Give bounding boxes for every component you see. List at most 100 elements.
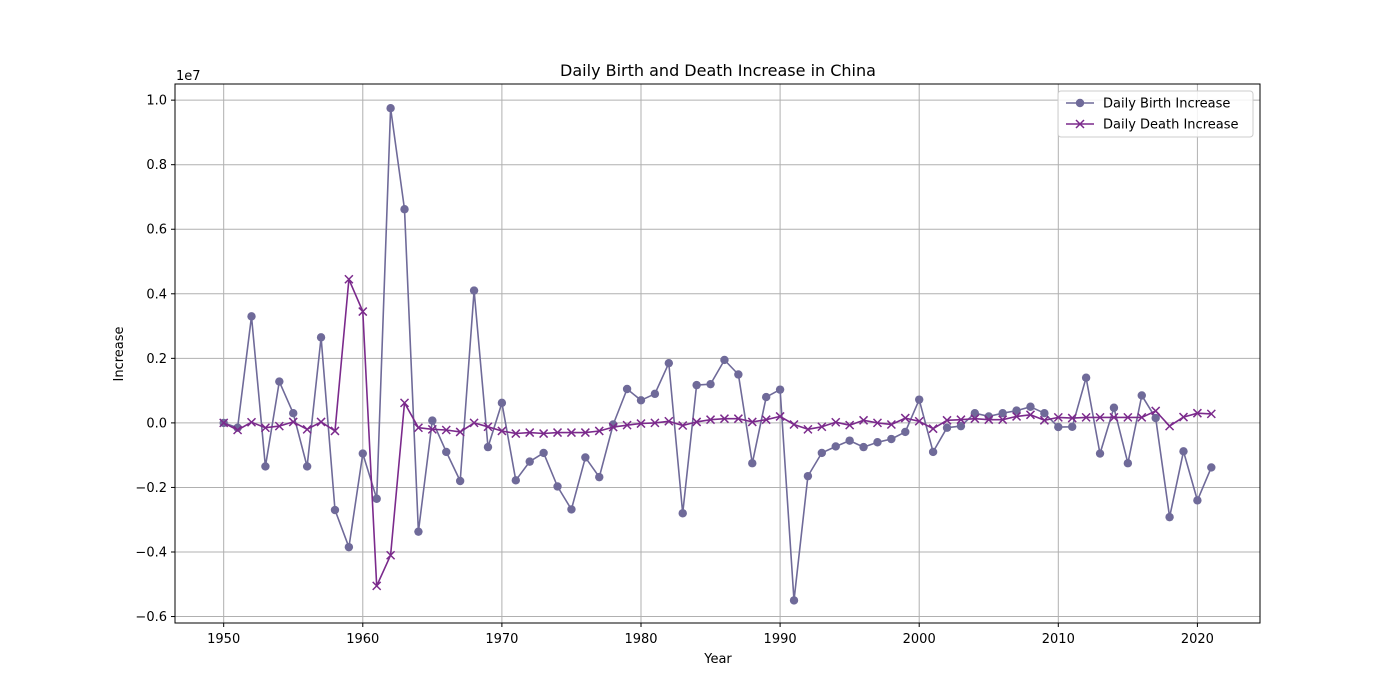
data-point (539, 429, 549, 439)
data-point (261, 462, 270, 471)
data-point (1123, 412, 1133, 422)
data-point (775, 411, 785, 421)
data-point (789, 596, 799, 605)
data-point (1053, 412, 1063, 422)
y-tick-label: 0.6 (146, 223, 167, 238)
x-tick-label: 2020 (1181, 632, 1214, 647)
data-point (733, 414, 743, 424)
plot-frame (174, 83, 1261, 624)
data-point (260, 423, 270, 433)
series-birth (219, 104, 1216, 605)
data-point (580, 428, 590, 438)
data-point (608, 422, 618, 432)
data-point (998, 409, 1007, 418)
data-point (566, 428, 576, 438)
data-point (873, 438, 882, 447)
y-tick-label: 0.8 (146, 158, 167, 173)
data-point (706, 379, 715, 389)
x-tick-label: 1960 (346, 632, 379, 647)
data-point (344, 274, 354, 284)
data-point (845, 420, 855, 430)
legend: Daily Birth Increase Daily Death Increase (1057, 90, 1254, 138)
data-point (247, 312, 256, 321)
data-point (400, 205, 409, 214)
data-point (413, 423, 423, 433)
data-point (720, 355, 729, 365)
x-tick-label: 1980 (624, 632, 657, 647)
data-point (747, 417, 757, 427)
y-tick-label: 0.0 (146, 416, 167, 431)
x-axis: 1950 1960 1970 1980 1990 2000 2010 2020 (207, 623, 1214, 647)
y-tick-label: 0.2 (146, 352, 167, 367)
data-point (246, 417, 257, 427)
data-point (553, 428, 563, 438)
data-point (427, 424, 437, 434)
data-point (372, 581, 382, 591)
data-point (330, 426, 340, 436)
data-point (775, 385, 785, 394)
data-point (914, 416, 924, 426)
data-point (497, 426, 507, 436)
data-point (1165, 421, 1175, 431)
data-point (386, 104, 395, 113)
x-tick-label: 2010 (1042, 632, 1075, 647)
y-axis: −0.6 −0.4 −0.2 0.0 0.2 0.4 0.6 0.8 1.0 (135, 94, 175, 625)
data-point (1109, 403, 1119, 412)
data-point (469, 286, 479, 295)
data-point (956, 415, 966, 425)
data-point (511, 429, 521, 439)
x-axis-label: Year (703, 652, 732, 667)
data-point (887, 434, 896, 444)
data-point (358, 307, 368, 317)
data-point (1165, 512, 1174, 522)
data-point (859, 415, 869, 425)
data-point (845, 436, 854, 445)
data-point (664, 416, 674, 426)
data-point (1039, 415, 1049, 425)
y-tick-label: 1.0 (146, 94, 167, 109)
data-point (1012, 406, 1021, 415)
x-tick-label: 2000 (903, 632, 936, 647)
data-point (692, 380, 701, 390)
data-point (372, 494, 381, 503)
data-point (1040, 409, 1049, 418)
data-point (650, 418, 660, 428)
data-point (441, 425, 451, 435)
data-point (1095, 449, 1105, 458)
data-point (900, 413, 910, 423)
data-point (1012, 411, 1022, 421)
data-point (1054, 422, 1063, 432)
data-point (442, 447, 451, 457)
data-point (636, 396, 646, 405)
data-point (1206, 409, 1216, 419)
data-point (817, 448, 827, 458)
data-point (872, 418, 882, 428)
data-point (1207, 463, 1216, 472)
data-point (901, 427, 910, 437)
y-tick-label: −0.4 (135, 545, 167, 560)
data-point (386, 550, 396, 560)
data-point (678, 509, 687, 518)
data-point (539, 448, 548, 458)
data-point (1193, 496, 1202, 505)
data-point (455, 476, 465, 486)
data-point (330, 505, 340, 515)
data-point (525, 457, 534, 466)
legend-label: Daily Birth Increase (1103, 97, 1230, 112)
data-point (219, 418, 229, 428)
y-tick-label: −0.2 (135, 481, 167, 496)
data-point (1151, 406, 1161, 416)
data-point (636, 419, 646, 429)
data-point (998, 415, 1008, 425)
data-point (274, 421, 284, 431)
data-point (511, 476, 521, 485)
data-point (789, 419, 799, 430)
data-point (914, 395, 924, 404)
data-point (1179, 447, 1188, 456)
data-point (1151, 413, 1160, 423)
data-point (455, 427, 465, 437)
data-point (316, 417, 326, 427)
data-point (553, 482, 562, 491)
data-point (302, 462, 312, 471)
